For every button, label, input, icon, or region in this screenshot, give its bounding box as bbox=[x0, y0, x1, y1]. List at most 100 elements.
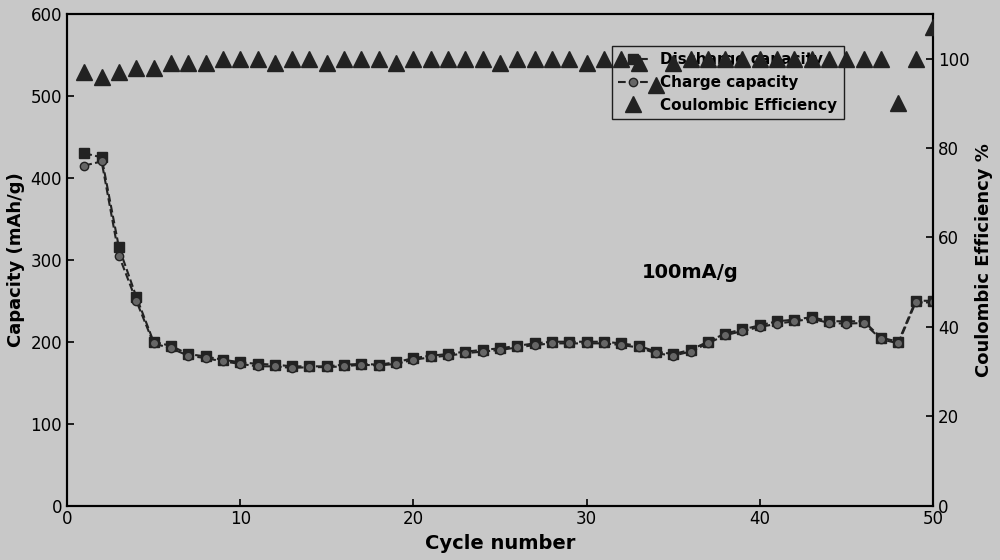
Discharge capacity bbox=[78, 150, 90, 157]
Coulombic Efficiency bbox=[736, 55, 748, 62]
Charge capacity bbox=[754, 324, 766, 330]
Charge capacity bbox=[217, 358, 229, 365]
Charge capacity bbox=[840, 320, 852, 327]
Charge capacity bbox=[338, 363, 350, 370]
Discharge capacity bbox=[182, 351, 194, 357]
Coulombic Efficiency bbox=[598, 55, 610, 62]
Coulombic Efficiency bbox=[650, 82, 662, 89]
Discharge capacity bbox=[667, 351, 679, 357]
Charge capacity bbox=[286, 365, 298, 371]
Discharge capacity bbox=[650, 348, 662, 355]
Charge capacity bbox=[494, 347, 506, 353]
Charge capacity bbox=[182, 352, 194, 359]
Charge capacity bbox=[269, 363, 281, 370]
Discharge capacity bbox=[165, 343, 177, 349]
Discharge capacity bbox=[217, 356, 229, 363]
Charge capacity bbox=[477, 348, 489, 355]
Coulombic Efficiency bbox=[286, 55, 298, 62]
Discharge capacity bbox=[529, 340, 541, 347]
Discharge capacity bbox=[321, 363, 333, 370]
Line: Coulombic Efficiency: Coulombic Efficiency bbox=[77, 20, 941, 111]
Coulombic Efficiency bbox=[633, 60, 645, 67]
Line: Charge capacity: Charge capacity bbox=[80, 157, 937, 372]
Charge capacity bbox=[823, 320, 835, 326]
Discharge capacity bbox=[269, 361, 281, 368]
Charge capacity bbox=[303, 364, 315, 371]
Charge capacity bbox=[407, 356, 419, 363]
Coulombic Efficiency bbox=[165, 60, 177, 67]
Discharge capacity bbox=[719, 330, 731, 337]
Discharge capacity bbox=[615, 340, 627, 347]
Charge capacity bbox=[685, 348, 697, 355]
Coulombic Efficiency bbox=[96, 73, 108, 80]
Discharge capacity bbox=[373, 361, 385, 368]
Coulombic Efficiency bbox=[217, 55, 229, 62]
Discharge capacity bbox=[685, 347, 697, 353]
Discharge capacity bbox=[754, 322, 766, 329]
Coulombic Efficiency bbox=[858, 55, 870, 62]
Coulombic Efficiency bbox=[390, 60, 402, 67]
Coulombic Efficiency bbox=[875, 55, 887, 62]
Coulombic Efficiency bbox=[788, 55, 800, 62]
Coulombic Efficiency bbox=[840, 55, 852, 62]
Discharge capacity bbox=[581, 338, 593, 345]
Discharge capacity bbox=[875, 334, 887, 341]
Charge capacity bbox=[719, 332, 731, 339]
Charge capacity bbox=[529, 342, 541, 348]
Charge capacity bbox=[581, 340, 593, 347]
Discharge capacity bbox=[355, 361, 367, 367]
Coulombic Efficiency bbox=[252, 55, 264, 62]
Coulombic Efficiency bbox=[702, 55, 714, 62]
Discharge capacity bbox=[113, 244, 125, 251]
Charge capacity bbox=[425, 354, 437, 361]
Coulombic Efficiency bbox=[442, 55, 454, 62]
Discharge capacity bbox=[858, 318, 870, 325]
Charge capacity bbox=[234, 361, 246, 367]
Discharge capacity bbox=[425, 352, 437, 359]
Coulombic Efficiency bbox=[338, 55, 350, 62]
Discharge capacity bbox=[303, 363, 315, 370]
Discharge capacity bbox=[338, 361, 350, 368]
Coulombic Efficiency bbox=[130, 64, 142, 71]
Discharge capacity bbox=[442, 351, 454, 357]
Coulombic Efficiency bbox=[182, 60, 194, 67]
Charge capacity bbox=[373, 362, 385, 369]
Discharge capacity bbox=[910, 297, 922, 304]
Discharge capacity bbox=[788, 316, 800, 323]
Line: Discharge capacity: Discharge capacity bbox=[79, 148, 938, 371]
Charge capacity bbox=[736, 328, 748, 334]
Discharge capacity bbox=[252, 361, 264, 367]
Discharge capacity bbox=[390, 359, 402, 366]
Y-axis label: Coulombic Efficiency %: Coulombic Efficiency % bbox=[975, 143, 993, 377]
Coulombic Efficiency bbox=[269, 60, 281, 67]
Discharge capacity bbox=[459, 348, 471, 355]
Charge capacity bbox=[442, 352, 454, 359]
Coulombic Efficiency bbox=[511, 55, 523, 62]
Coulombic Efficiency bbox=[615, 55, 627, 62]
Coulombic Efficiency bbox=[494, 60, 506, 67]
Coulombic Efficiency bbox=[321, 60, 333, 67]
Coulombic Efficiency bbox=[581, 60, 593, 67]
Charge capacity bbox=[927, 299, 939, 306]
Coulombic Efficiency bbox=[459, 55, 471, 62]
Charge capacity bbox=[321, 364, 333, 371]
Discharge capacity bbox=[96, 154, 108, 161]
Charge capacity bbox=[910, 299, 922, 306]
Discharge capacity bbox=[234, 359, 246, 366]
Coulombic Efficiency bbox=[806, 55, 818, 62]
Discharge capacity bbox=[200, 353, 212, 360]
Discharge capacity bbox=[771, 318, 783, 325]
Coulombic Efficiency bbox=[303, 55, 315, 62]
Coulombic Efficiency bbox=[407, 55, 419, 62]
Charge capacity bbox=[546, 340, 558, 347]
Discharge capacity bbox=[563, 338, 575, 345]
Charge capacity bbox=[667, 352, 679, 359]
Coulombic Efficiency bbox=[667, 60, 679, 67]
Charge capacity bbox=[806, 315, 818, 322]
Coulombic Efficiency bbox=[927, 24, 939, 31]
Discharge capacity bbox=[494, 345, 506, 352]
Charge capacity bbox=[702, 340, 714, 347]
X-axis label: Cycle number: Cycle number bbox=[425, 534, 575, 553]
Charge capacity bbox=[771, 320, 783, 327]
Coulombic Efficiency bbox=[771, 55, 783, 62]
